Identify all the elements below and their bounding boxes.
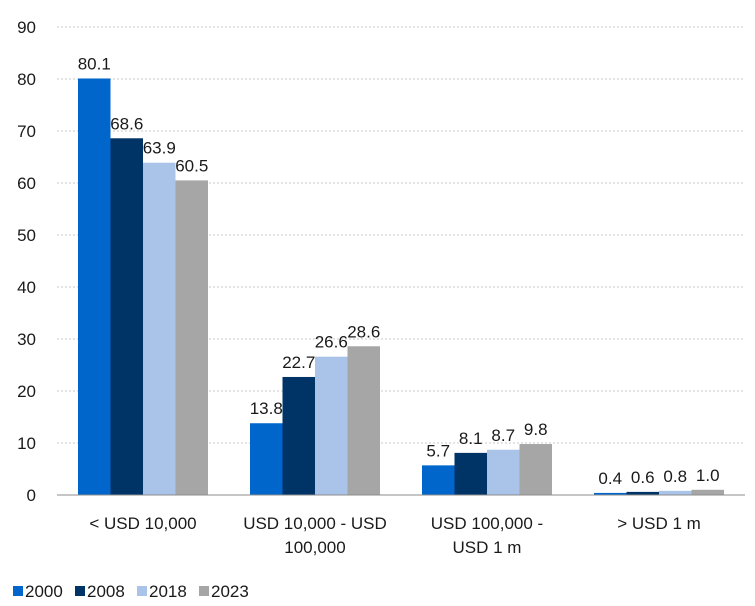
data-label: 0.8 [663,467,687,486]
y-axis: 0 10 20 30 40 50 60 70 80 90 [17,18,36,505]
data-labels: 80.1 68.663.960.5 13.8 22.726.628.6 5.7 8.1 8.… [78,54,720,487]
legend-swatch [137,586,147,596]
bar [110,138,143,495]
bar [347,346,380,495]
legend-label: 2008 [87,582,125,601]
bars [78,78,724,495]
legend-label: 2000 [25,582,63,601]
bar [315,356,348,495]
y-tick-label: 40 [17,278,36,297]
data-label: 9.8 [524,420,548,439]
y-tick-label: 90 [17,18,36,37]
x-tick-label: < USD 10,000 [89,514,196,533]
bar [78,78,111,495]
legend: 2000 2008 2018 2023 [13,582,249,601]
bar [454,452,487,495]
x-tick-label: USD 100,000 - [431,514,543,533]
bar [422,465,455,495]
gridlines [57,26,745,444]
data-label: 1.0 [696,466,720,485]
data-label: 26.6 [315,333,348,352]
data-label: 80.1 [78,54,111,73]
x-tick-label: 100,000 [284,538,345,557]
data-label: 68.6 [110,114,143,133]
bar [691,489,724,495]
x-tick-label: > USD 1 m [617,514,701,533]
x-tick-label: USD 10,000 - USD [243,514,387,533]
bar [594,492,627,495]
y-tick-label: 30 [17,330,36,349]
legend-swatch [199,586,209,596]
data-label: 8.7 [491,426,515,445]
data-label: 0.6 [631,468,655,487]
data-label: 63.9 [143,139,176,158]
data-label: 13.8 [250,399,283,418]
y-tick-label: 50 [17,226,36,245]
y-tick-label: 10 [17,434,36,453]
y-tick-label: 60 [17,174,36,193]
x-axis: < USD 10,000 USD 10,000 - USD 100,000 USD 1… [57,494,745,557]
y-tick-label: 70 [17,122,36,141]
data-label: 22.7 [282,353,315,372]
y-tick-label: 80 [17,70,36,89]
data-label: 0.4 [598,469,622,488]
bar [519,444,552,495]
bar [626,491,659,495]
bar [175,180,208,495]
y-tick-label: 0 [27,486,36,505]
x-tick-label: USD 1 m [453,538,522,557]
bar [659,490,692,495]
data-label: 28.6 [347,322,380,341]
y-tick-label: 20 [17,382,36,401]
legend-label: 2023 [211,582,249,601]
bar [250,423,283,495]
data-label: 8.1 [459,429,483,448]
bar [487,449,520,495]
bar [282,376,315,495]
legend-label: 2018 [149,582,187,601]
data-label: 60.5 [175,156,208,175]
legend-swatch [13,586,23,596]
data-label: 5.7 [426,441,450,460]
legend-swatch [75,586,85,596]
bar [143,162,176,495]
